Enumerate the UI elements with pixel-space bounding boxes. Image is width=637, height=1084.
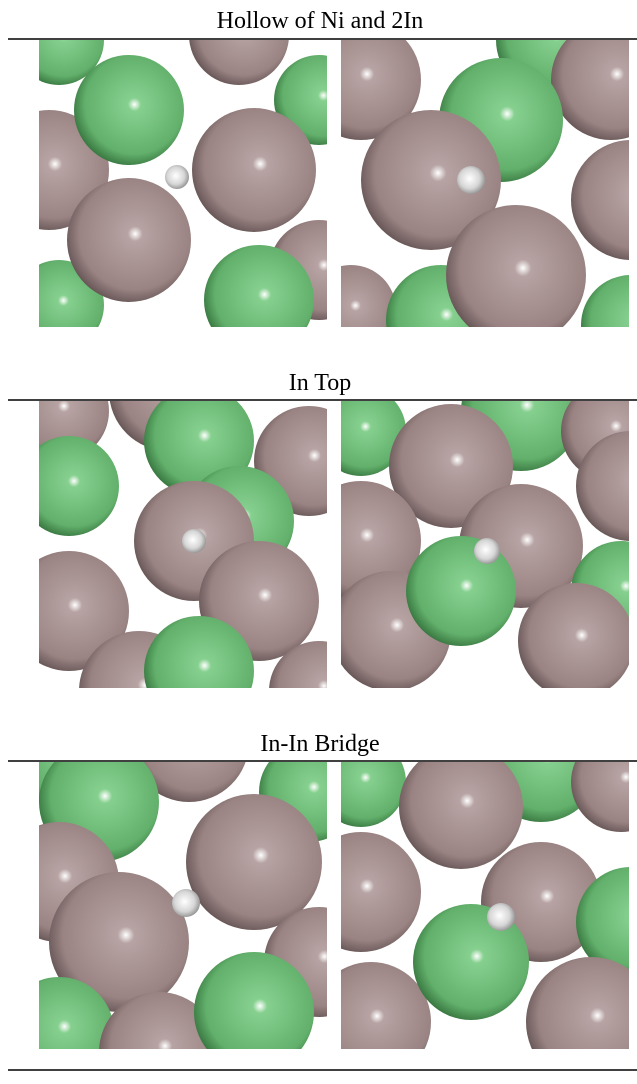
hydrogen-atom [487, 903, 515, 931]
atom [446, 205, 586, 345]
section-title: In-In Bridge [260, 731, 379, 757]
atom [67, 178, 191, 302]
atom [581, 275, 637, 375]
atom [194, 952, 314, 1072]
atom [144, 616, 254, 726]
hydrogen-atom [457, 166, 485, 194]
hydrogen-atom [474, 538, 500, 564]
figure: Hollow of Ni and 2In In Top In-In Bridge [0, 0, 637, 1084]
atom [399, 745, 523, 869]
atom [571, 140, 637, 260]
hydrogen-atom [165, 165, 189, 189]
atom [551, 20, 637, 140]
structure-panel [301, 702, 637, 1084]
structure-panel [301, 351, 637, 699]
atom [192, 108, 316, 232]
page: Hollow of Ni and 2In In Top In-In Bridge… [0, 0, 637, 1084]
atom [19, 436, 119, 536]
atom [311, 962, 431, 1082]
structure-panel [0, 0, 369, 355]
structure-panel [301, 0, 637, 375]
atom [204, 245, 314, 355]
atom [526, 957, 637, 1084]
atom [4, 977, 114, 1084]
atom [518, 583, 634, 699]
section-title: In Top [289, 370, 352, 396]
hydrogen-atom [172, 889, 200, 917]
atom [186, 794, 322, 930]
atom [571, 732, 637, 832]
section-title: Hollow of Ni and 2In [217, 8, 424, 34]
atom [74, 55, 184, 165]
hydrogen-atom [182, 529, 206, 553]
